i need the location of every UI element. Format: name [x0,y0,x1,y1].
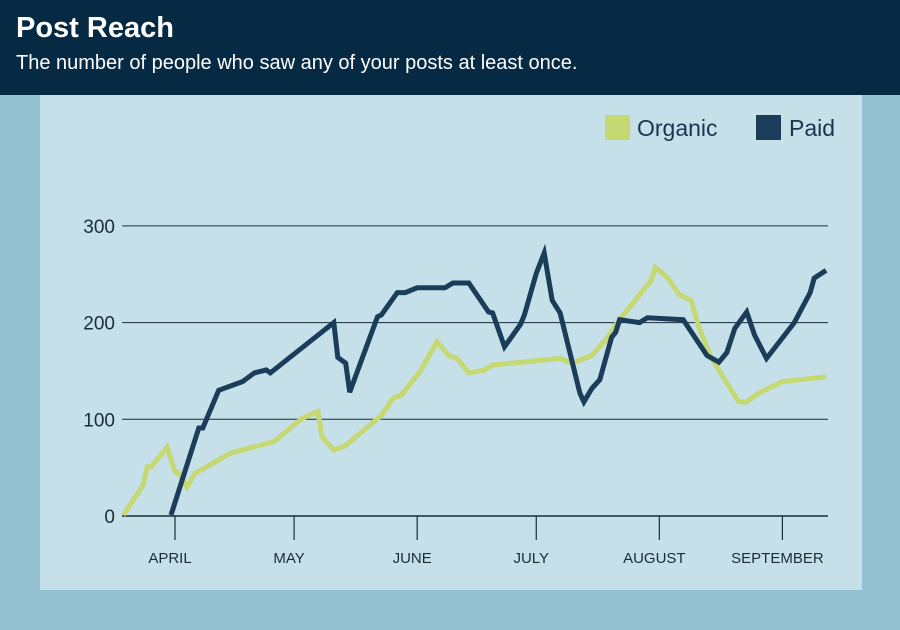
x-tick-label: AUGUST [623,550,686,567]
page-title: Post Reach [16,12,174,44]
x-tick-label: JULY [513,550,549,567]
x-tick-label: APRIL [148,550,191,567]
x-tick-label: SEPTEMBER [731,550,824,567]
legend-swatch-organic [605,115,630,140]
x-tick-label: JUNE [393,550,432,567]
legend-label-paid: Paid [789,115,835,141]
legend-swatch-paid [756,115,781,140]
y-tick-label: 0 [104,507,115,528]
header: Post Reach The number of people who saw … [0,0,900,95]
page-subtitle: The number of people who saw any of your… [16,52,578,74]
legend-label-organic: Organic [637,115,718,141]
x-tick-label: MAY [273,550,304,567]
y-tick-label: 200 [83,314,115,335]
y-tick-label: 300 [83,217,115,238]
chart-panel [40,95,862,590]
series-line-paid [168,243,828,516]
y-tick-label: 100 [83,410,115,431]
series-line-organic [121,263,827,517]
